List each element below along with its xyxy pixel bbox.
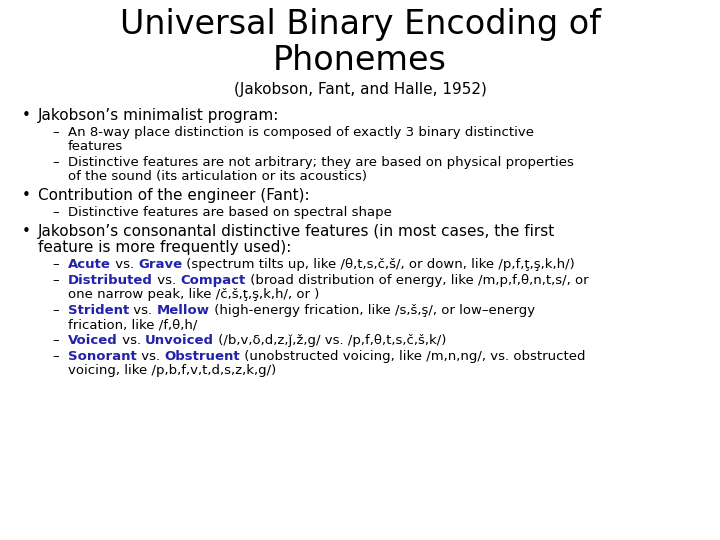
Text: –: – — [52, 258, 58, 271]
Text: Jakobson’s minimalist program:: Jakobson’s minimalist program: — [38, 108, 279, 123]
Text: –: – — [52, 274, 58, 287]
Text: Strident: Strident — [68, 304, 130, 317]
Text: •: • — [22, 108, 31, 123]
Text: feature is more frequently used):: feature is more frequently used): — [38, 240, 292, 255]
Text: vs.: vs. — [111, 258, 138, 271]
Text: features: features — [68, 140, 123, 153]
Text: vs.: vs. — [137, 350, 164, 363]
Text: –: – — [52, 156, 58, 169]
Text: Distributed: Distributed — [68, 274, 153, 287]
Text: (high-energy frication, like /s,š,ş/, or low–energy: (high-energy frication, like /s,š,ş/, or… — [210, 304, 535, 317]
Text: Phonemes: Phonemes — [273, 44, 447, 77]
Text: (unobstructed voicing, like /m,n,ng/, vs. obstructed: (unobstructed voicing, like /m,n,ng/, vs… — [240, 350, 585, 363]
Text: vs.: vs. — [118, 334, 145, 347]
Text: –: – — [52, 304, 58, 317]
Text: Voiced: Voiced — [68, 334, 118, 347]
Text: Obstruent: Obstruent — [164, 350, 240, 363]
Text: Distinctive features are not arbitrary; they are based on physical properties: Distinctive features are not arbitrary; … — [68, 156, 574, 169]
Text: Contribution of the engineer (Fant):: Contribution of the engineer (Fant): — [38, 188, 310, 203]
Text: Sonorant: Sonorant — [68, 350, 137, 363]
Text: (spectrum tilts up, like /θ,t,s,č,š/, or down, like /p,f,ţ,ş,k,h/): (spectrum tilts up, like /θ,t,s,č,š/, or… — [182, 258, 575, 271]
Text: Universal Binary Encoding of: Universal Binary Encoding of — [120, 8, 600, 41]
Text: –: – — [52, 206, 58, 219]
Text: voicing, like /p,b,f,v,t,d,s,z,k,g/): voicing, like /p,b,f,v,t,d,s,z,k,g/) — [68, 364, 276, 377]
Text: vs.: vs. — [153, 274, 180, 287]
Text: •: • — [22, 224, 31, 239]
Text: (Jakobson, Fant, and Halle, 1952): (Jakobson, Fant, and Halle, 1952) — [233, 82, 487, 97]
Text: frication, like /f,θ,h/: frication, like /f,θ,h/ — [68, 318, 197, 331]
Text: Unvoiced: Unvoiced — [145, 334, 214, 347]
Text: Jakobson’s consonantal distinctive features (in most cases, the first: Jakobson’s consonantal distinctive featu… — [38, 224, 555, 239]
Text: one narrow peak, like /č,š,ţ,ş,k,h/, or ): one narrow peak, like /č,š,ţ,ş,k,h/, or … — [68, 288, 320, 301]
Text: (/b,v,δ,d,z,ǰ,ž,g/ vs. /p,f,θ,t,s,č,š,k/): (/b,v,δ,d,z,ǰ,ž,g/ vs. /p,f,θ,t,s,č,š,k/… — [214, 334, 446, 347]
Text: Distinctive features are based on spectral shape: Distinctive features are based on spectr… — [68, 206, 392, 219]
Text: vs.: vs. — [130, 304, 157, 317]
Text: (broad distribution of energy, like /m,p,f,θ,n,t,s/, or: (broad distribution of energy, like /m,p… — [246, 274, 588, 287]
Text: of the sound (its articulation or its acoustics): of the sound (its articulation or its ac… — [68, 170, 367, 183]
Text: –: – — [52, 350, 58, 363]
Text: •: • — [22, 188, 31, 203]
Text: Acute: Acute — [68, 258, 111, 271]
Text: –: – — [52, 334, 58, 347]
Text: Grave: Grave — [138, 258, 182, 271]
Text: –: – — [52, 126, 58, 139]
Text: Mellow: Mellow — [157, 304, 210, 317]
Text: An 8-way place distinction is composed of exactly 3 binary distinctive: An 8-way place distinction is composed o… — [68, 126, 534, 139]
Text: Compact: Compact — [180, 274, 246, 287]
